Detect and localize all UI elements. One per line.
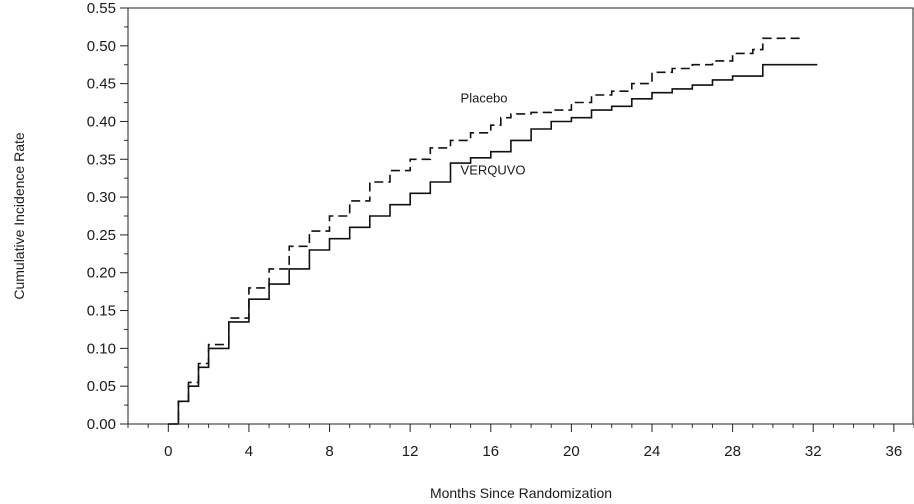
- x-tick-labels: 0 4 8 12 16 20 24 28 32 36: [164, 443, 902, 460]
- y-tick-label: 0.00: [87, 416, 116, 433]
- y-tick-label: 0.10: [87, 340, 116, 357]
- series-layer: [168, 37, 818, 425]
- y-tick-label: 0.45: [87, 76, 116, 93]
- major-ticks: [120, 7, 895, 432]
- series-label: Placebo: [461, 91, 508, 106]
- series-label: VERQUVO: [461, 162, 526, 177]
- y-tick-label: 0.50: [87, 38, 116, 55]
- series-line-placebo: [168, 37, 804, 425]
- y-tick-label: 0.40: [87, 113, 116, 130]
- series-line-verquvo: [168, 63, 818, 425]
- x-tick-label: 20: [563, 443, 580, 460]
- y-tick-labels: 0.00 0.05 0.10 0.15 0.20 0.25 0.30 0.35 0.40 0.45…: [87, 0, 116, 433]
- y-axis-title: Cumulative Incidence Rate: [11, 132, 27, 300]
- x-tick-label: 12: [402, 443, 419, 460]
- annotation-layer: Placebo VERQUVO: [461, 91, 526, 178]
- y-tick-label: 0.05: [87, 378, 116, 395]
- x-tick-label: 16: [482, 443, 499, 460]
- x-tick-label: 0: [164, 443, 172, 460]
- y-tick-label: 0.55: [87, 0, 116, 17]
- y-tick-label: 0.35: [87, 151, 116, 168]
- y-tick-label: 0.25: [87, 227, 116, 244]
- plot-frame: [127, 7, 914, 425]
- x-tick-label: 36: [886, 443, 903, 460]
- x-tick-label: 4: [245, 443, 253, 460]
- x-tick-label: 24: [644, 443, 661, 460]
- y-tick-label: 0.15: [87, 303, 116, 320]
- x-axis-title: Months Since Randomization: [430, 485, 612, 501]
- y-tick-label: 0.30: [87, 189, 116, 206]
- x-tick-label: 28: [724, 443, 741, 460]
- x-tick-label: 8: [325, 443, 333, 460]
- y-tick-label: 0.20: [87, 265, 116, 282]
- minor-ticks: [124, 26, 914, 428]
- x-tick-label: 32: [805, 443, 822, 460]
